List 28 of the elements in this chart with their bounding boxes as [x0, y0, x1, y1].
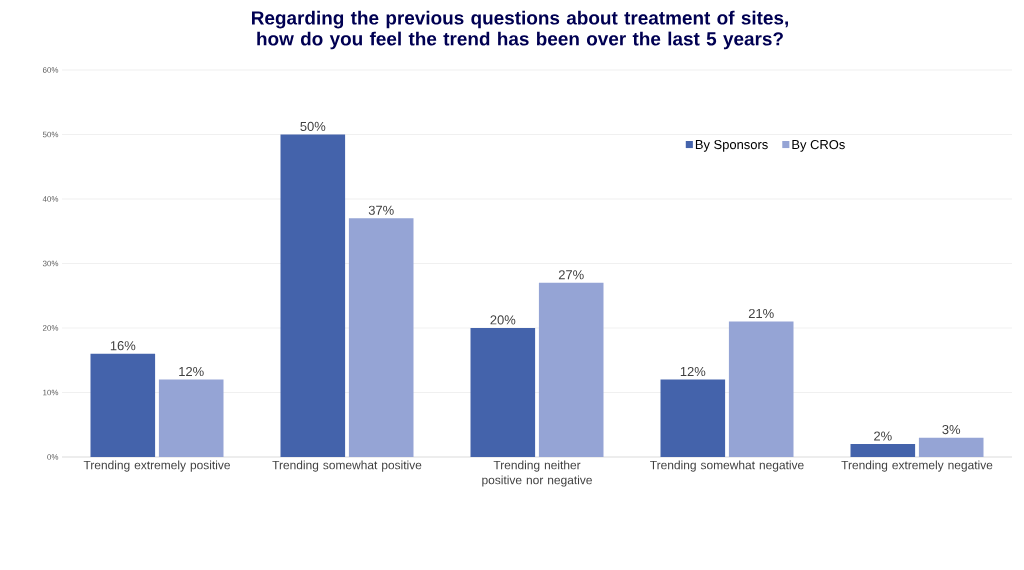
x-tick-label: Trending somewhat positive	[272, 460, 422, 472]
data-label: 16%	[110, 341, 136, 351]
legend-label: By CROs	[792, 139, 845, 152]
chart-title: Regarding the previous questions about treatment of sites, how do you feel the trend has been over the last 5 years?	[252, 10, 788, 50]
data-label: 50%	[300, 121, 326, 131]
data-label: 37%	[368, 205, 394, 215]
bar	[470, 328, 536, 457]
data-label: 27%	[558, 270, 584, 280]
bar	[348, 218, 414, 457]
x-tick-label: Trending neither positive nor negative	[482, 460, 592, 487]
data-label: 21%	[748, 308, 774, 319]
bar	[90, 353, 156, 457]
data-label: 20%	[490, 315, 516, 325]
bar	[850, 444, 916, 457]
x-tick-label: Trending extremely positive	[83, 460, 230, 472]
x-tick-label: Trending somewhat negative	[650, 460, 804, 472]
data-label: 2%	[874, 431, 892, 441]
bar	[538, 282, 604, 457]
data-label: 12%	[680, 366, 706, 377]
data-label: 12%	[179, 366, 204, 377]
data-label: 3%	[942, 424, 961, 435]
bar	[280, 134, 346, 457]
bar	[918, 437, 984, 457]
bar	[158, 379, 224, 457]
bar	[728, 321, 794, 457]
bar	[660, 379, 726, 457]
legend-label: By Sponsors	[695, 139, 768, 152]
x-tick-label: Trending extremely negative	[841, 460, 993, 472]
